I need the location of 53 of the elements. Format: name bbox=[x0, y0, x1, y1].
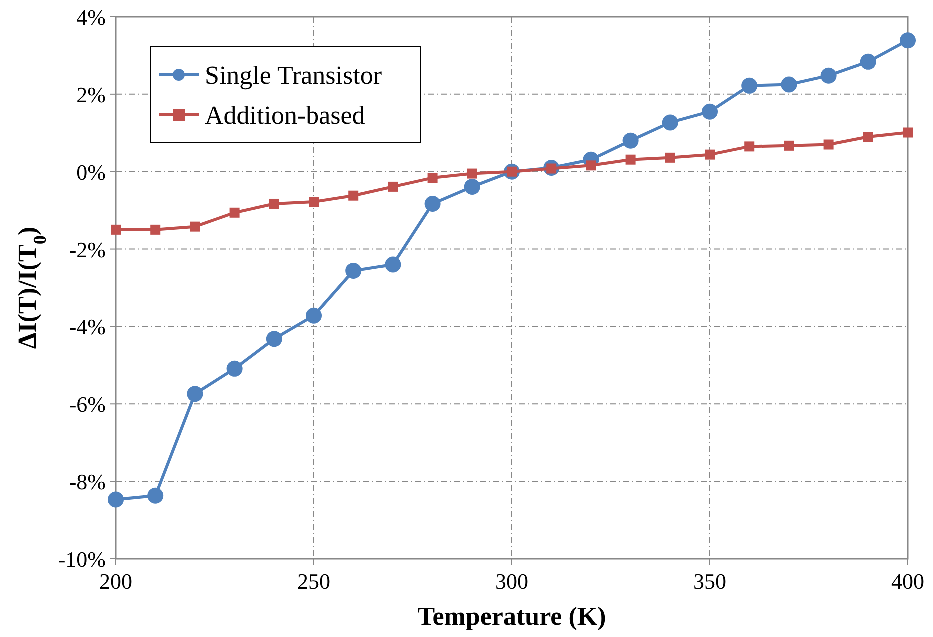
point bbox=[860, 54, 876, 70]
point bbox=[820, 68, 837, 84]
point bbox=[467, 168, 478, 179]
point bbox=[903, 128, 913, 138]
point bbox=[346, 262, 362, 279]
point bbox=[385, 256, 402, 273]
y-tick-label: -10% bbox=[58, 547, 106, 572]
y-tick-label: -4% bbox=[69, 314, 106, 340]
point bbox=[464, 178, 480, 195]
legend-label: Single Transistor bbox=[205, 61, 382, 90]
point bbox=[108, 492, 124, 508]
y-tick-label: -8% bbox=[69, 470, 106, 495]
point bbox=[424, 196, 441, 212]
point bbox=[230, 208, 240, 218]
y-tick-label: 4% bbox=[76, 5, 106, 30]
point bbox=[662, 114, 678, 131]
point bbox=[781, 76, 798, 93]
x-tick-label: 250 bbox=[298, 569, 330, 594]
point bbox=[428, 173, 438, 184]
point bbox=[742, 78, 758, 94]
point bbox=[388, 182, 398, 192]
point bbox=[626, 154, 636, 165]
point bbox=[306, 308, 322, 324]
x-tick-label: 400 bbox=[892, 569, 924, 594]
point bbox=[226, 360, 243, 377]
y-tick-label: 2% bbox=[76, 82, 106, 108]
point bbox=[665, 152, 676, 163]
point bbox=[269, 198, 280, 209]
legend-label: Addition-based bbox=[205, 101, 366, 130]
point bbox=[309, 197, 319, 208]
point bbox=[150, 224, 161, 235]
x-tick-label: 200 bbox=[100, 569, 132, 594]
point bbox=[702, 104, 718, 120]
x-tick-label: 300 bbox=[496, 569, 528, 594]
point bbox=[824, 140, 834, 150]
point bbox=[111, 224, 121, 235]
point bbox=[148, 488, 164, 504]
point bbox=[266, 331, 282, 348]
y-tick-label: -2% bbox=[69, 237, 106, 262]
point bbox=[622, 132, 639, 149]
point bbox=[863, 132, 874, 142]
x-tick-label: 350 bbox=[694, 569, 726, 594]
y-tick-label: 0% bbox=[76, 160, 106, 185]
x-axis-title: Temperature (K) bbox=[418, 602, 606, 631]
point bbox=[586, 160, 596, 171]
point bbox=[900, 32, 916, 49]
point bbox=[784, 140, 794, 151]
point bbox=[190, 222, 200, 232]
point bbox=[187, 386, 204, 402]
point bbox=[744, 142, 755, 152]
y-tick-label: -6% bbox=[69, 392, 106, 418]
point bbox=[348, 190, 359, 201]
point bbox=[705, 150, 715, 160]
